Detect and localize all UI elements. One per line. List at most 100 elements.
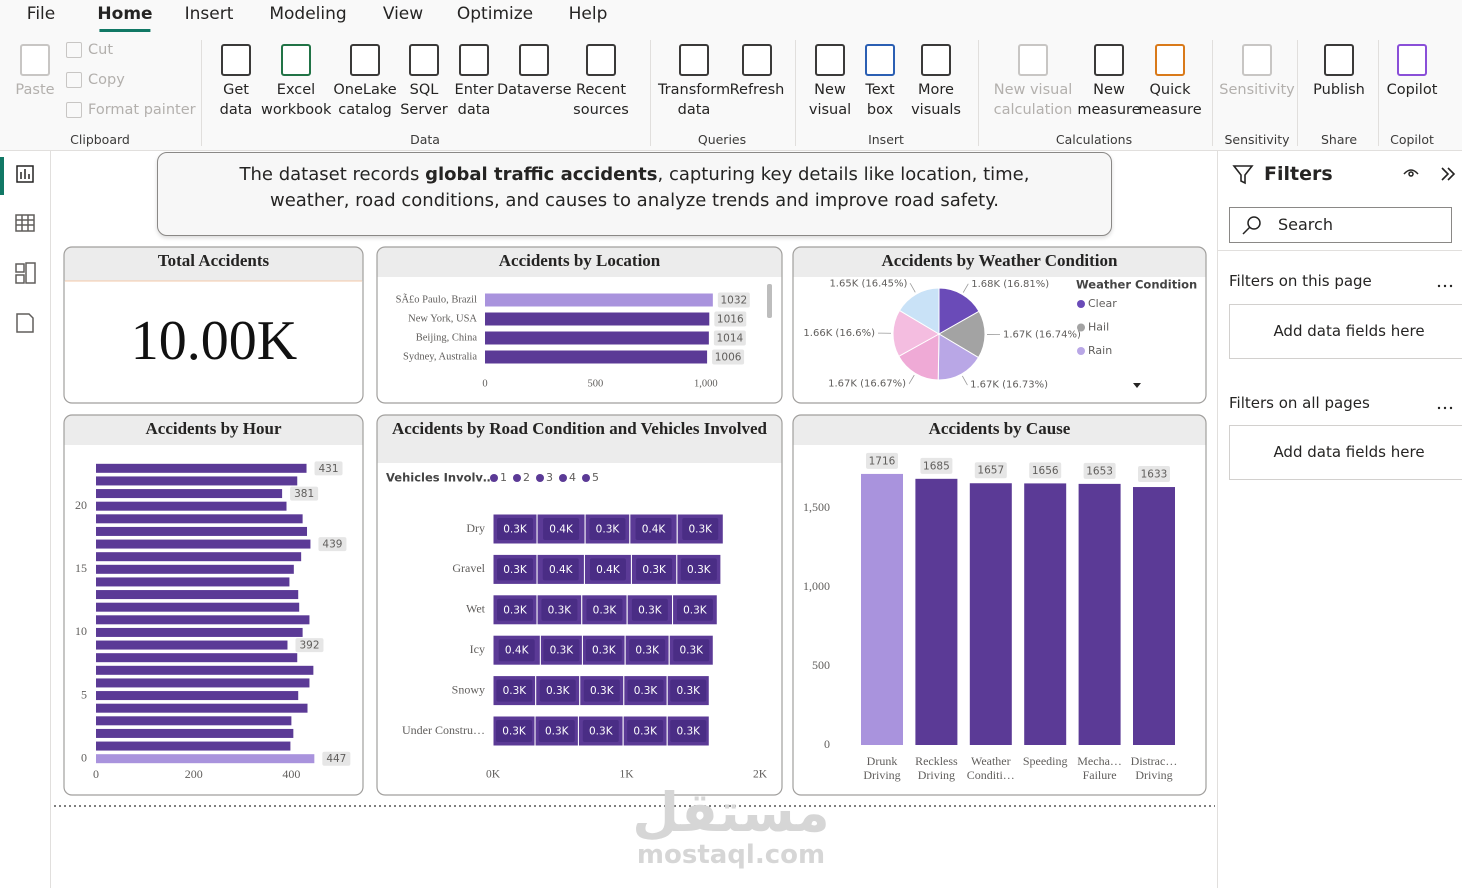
ribbon-button[interactable]: SQL Server	[399, 44, 449, 120]
button-label: New visual calculation	[993, 82, 1073, 118]
ribbon-button[interactable]: Get data	[211, 44, 261, 120]
ribbon-tab[interactable]: File	[26, 4, 56, 24]
bar	[96, 602, 300, 612]
bar	[96, 539, 311, 549]
ribbon-button-small[interactable]: Cut	[66, 42, 113, 58]
report-view-icon[interactable]	[16, 165, 34, 183]
button-icon	[679, 44, 709, 76]
data-label: 0.3K	[679, 645, 704, 657]
card-value: 10.00K	[131, 310, 297, 372]
button-label: Transform data	[657, 82, 731, 118]
ribbon-button[interactable]: Sensitivity	[1217, 44, 1297, 100]
button-icon	[865, 44, 895, 76]
ribbon-button[interactable]: Paste	[10, 44, 60, 100]
data-label-background	[1138, 466, 1170, 483]
visual-border	[792, 246, 1207, 404]
slice-label: 1.68K (16.81%)	[971, 279, 1049, 290]
group-separator	[978, 40, 979, 146]
collapse-pane[interactable]	[1441, 167, 1456, 181]
ribbon-tab[interactable]: Help	[568, 4, 608, 24]
visual[interactable]: Accidents by Location SÃ£o Paulo, Brazil 1…	[376, 246, 783, 404]
watermark-latin: mostaql.com	[636, 840, 826, 870]
visual[interactable]: Accidents by Weather Condition 1.68K (16.…	[792, 246, 1207, 404]
filter-search[interactable]: Search	[1229, 207, 1452, 243]
data-label-background	[670, 679, 707, 702]
data-label: 0.3K	[638, 604, 663, 616]
legend-label: 2	[523, 471, 530, 484]
legend-marker	[490, 474, 498, 482]
ribbon-button[interactable]: Dataverse	[497, 44, 572, 100]
ribbon-tab[interactable]: Modeling	[269, 4, 347, 24]
bar	[96, 665, 314, 675]
y-tick-label: 0	[824, 737, 830, 751]
ribbon-button[interactable]: OneLake catalog	[329, 44, 401, 120]
button-label: Copy	[88, 72, 125, 88]
ribbon-button[interactable]: Text box	[862, 44, 898, 120]
group-label: Clipboard	[70, 132, 130, 147]
ribbon-button[interactable]: Enter data	[451, 44, 497, 120]
visual-border	[376, 414, 783, 796]
visual[interactable]: Accidents by Cause 0 500 1,000 1,500 1716 Drun…	[792, 414, 1207, 796]
ribbon-button[interactable]: More visuals	[907, 44, 965, 120]
more-options[interactable]	[1436, 281, 1456, 291]
slice-label: 1.67K (16.73%)	[970, 380, 1048, 391]
button-label: Text box	[865, 82, 895, 118]
legend-marker	[1077, 300, 1085, 308]
dax-view-icon[interactable]	[16, 313, 34, 333]
ribbon-tab[interactable]: Home	[97, 2, 152, 32]
data-label-background	[586, 598, 623, 621]
data-label-background	[682, 518, 719, 540]
ribbon-button-small[interactable]: Copy	[66, 72, 125, 88]
button-label: OneLake catalog	[333, 82, 397, 118]
data-label: 0.3K	[546, 685, 571, 697]
visual-title: Accidents by Hour	[145, 419, 282, 438]
scrollbar	[767, 284, 772, 318]
ribbon-button[interactable]: Transform data	[655, 44, 733, 120]
legend-label: 4	[569, 471, 576, 484]
ribbon-button[interactable]: Excel workbook	[261, 44, 331, 120]
ribbon-tab[interactable]: View	[382, 4, 424, 24]
ribbon-tab[interactable]: Optimize	[456, 4, 534, 24]
visual[interactable]: Total Accidents 10.00K	[63, 246, 364, 404]
visual[interactable]: Accidents by Road Condition and Vehicles…	[376, 414, 783, 796]
pie-slice	[898, 333, 940, 381]
ribbon-button[interactable]: New visual	[808, 44, 852, 120]
filters-pane: Filters Search Filters on this page Add …	[1217, 151, 1462, 888]
data-label: 0.3K	[503, 564, 528, 576]
ribbon-button[interactable]: New visual calculation	[990, 44, 1076, 120]
ribbon: File Home Insert Modeling View Optimize Help Pa…	[0, 0, 1462, 151]
bar	[96, 463, 307, 473]
pie-slice	[938, 287, 980, 335]
filter-drop-zone[interactable]: Add data fields here	[1229, 425, 1462, 480]
visual-background	[64, 247, 363, 403]
bar	[96, 640, 288, 650]
button-label: Sensitivity	[1219, 82, 1295, 98]
ribbon-button[interactable]: New measure	[1077, 44, 1141, 120]
button-label: Refresh	[729, 82, 785, 98]
ribbon-button[interactable]: Recent sources	[569, 44, 633, 120]
category-label: Wet	[466, 602, 486, 616]
data-label: 0.3K	[688, 524, 713, 536]
ribbon-button[interactable]: Publish	[1309, 44, 1369, 100]
data-label: 1032	[720, 295, 747, 307]
data-label-background	[670, 720, 707, 742]
model-view-icon[interactable]	[15, 262, 36, 284]
table-view-icon[interactable]	[15, 214, 35, 232]
ribbon-button-small[interactable]: Format painter	[66, 102, 196, 118]
button-icon	[221, 44, 251, 76]
filter-drop-zone[interactable]: Add data fields here	[1229, 304, 1462, 359]
ribbon-tab[interactable]: Insert	[184, 4, 234, 24]
visibility-toggle[interactable]	[1403, 169, 1419, 177]
data-label-background	[314, 461, 343, 476]
visual-border	[63, 414, 364, 796]
category-label: Drunk Driving	[863, 754, 901, 782]
data-label: 0.3K	[503, 604, 528, 616]
ribbon-button[interactable]: Refresh	[728, 44, 786, 100]
ribbon-button[interactable]: Copilot	[1382, 44, 1442, 100]
data-label-background	[498, 639, 535, 662]
ribbon-button[interactable]: Quick measure	[1138, 44, 1202, 120]
more-options[interactable]	[1436, 403, 1456, 413]
data-label-background	[496, 679, 533, 702]
